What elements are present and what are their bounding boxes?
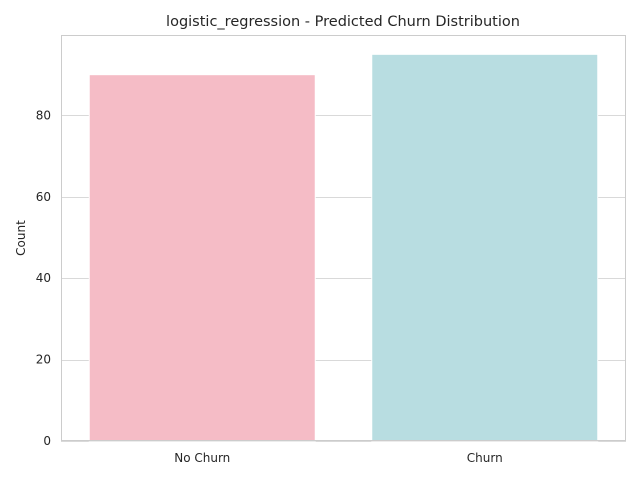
y-tick-label-4: 80	[36, 108, 51, 122]
x-tick-labels: No Churn Churn	[174, 451, 502, 465]
y-tick-label-0: 0	[43, 434, 51, 448]
bar-1	[371, 53, 599, 442]
x-tick-label-1: Churn	[467, 451, 503, 465]
y-tick-label-3: 60	[36, 190, 51, 204]
bar-0	[88, 74, 316, 442]
y-tick-label-1: 20	[36, 353, 51, 367]
x-tick-label-0: No Churn	[174, 451, 230, 465]
y-axis-label: Count	[14, 220, 28, 256]
axes-frame	[61, 35, 626, 441]
y-tick-labels: 0 20 40 60 80	[36, 108, 51, 448]
chart-title: logistic_regression - Predicted Churn Di…	[166, 14, 520, 30]
bars	[88, 53, 599, 442]
y-tick-label-2: 40	[36, 271, 51, 285]
